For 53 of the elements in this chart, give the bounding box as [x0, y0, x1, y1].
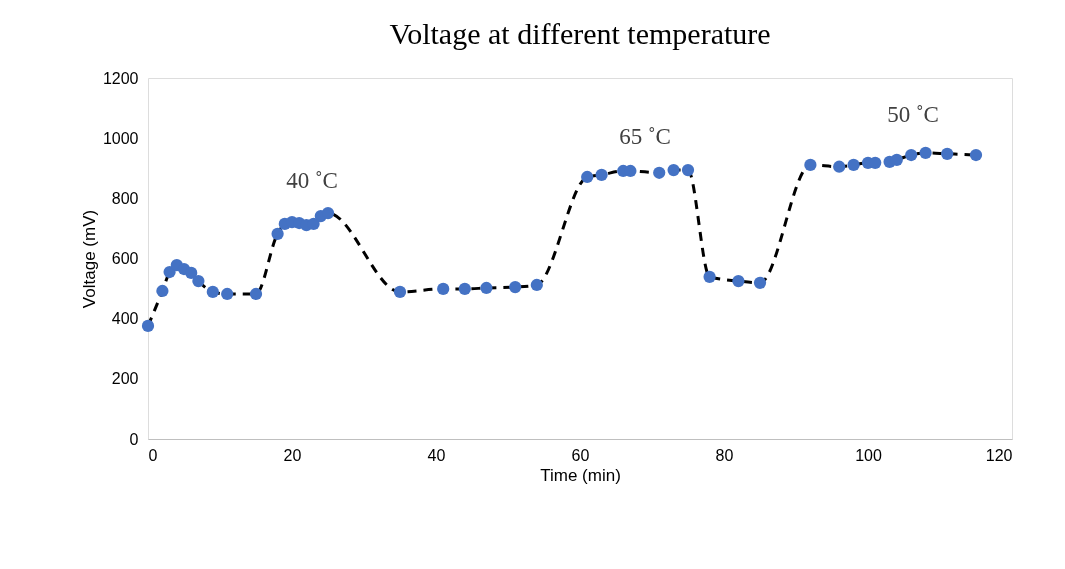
chart-title: Voltage at different temperature	[389, 17, 771, 50]
y-tick-label: 1200	[102, 69, 139, 87]
x-tick-label: 20	[283, 446, 302, 464]
point	[847, 158, 860, 172]
point	[653, 166, 666, 179]
point	[681, 163, 695, 177]
y-axis-title: Voltage (mV)	[79, 209, 99, 309]
point	[595, 168, 608, 181]
x-tick-label: 120	[985, 446, 1013, 464]
point	[458, 282, 471, 295]
y-tick-label: 400	[111, 310, 139, 328]
point	[919, 146, 932, 160]
x-tick-label: 80	[715, 446, 734, 464]
point	[509, 280, 522, 294]
annotation: 50 ˚C	[887, 102, 939, 127]
y-tick-label: 200	[111, 370, 139, 388]
point	[249, 287, 263, 301]
point	[206, 285, 219, 298]
x-tick-label: 40	[427, 446, 446, 464]
point	[753, 276, 767, 289]
point	[941, 147, 954, 160]
point	[221, 287, 234, 301]
point	[271, 227, 284, 240]
y-tick-label: 1000	[102, 129, 139, 147]
point	[437, 282, 450, 295]
x-tick-label: 0	[148, 446, 158, 464]
point	[969, 148, 983, 162]
point	[480, 281, 493, 295]
y-tick-label: 0	[129, 430, 139, 448]
x-axis-title: Time (min)	[540, 465, 621, 485]
point	[192, 274, 205, 288]
point	[185, 266, 198, 280]
y-tick-label: 800	[111, 189, 139, 207]
point	[530, 278, 543, 292]
point	[667, 163, 680, 177]
point	[890, 153, 903, 166]
annotation: 40 ˚C	[286, 168, 338, 193]
point	[732, 274, 745, 288]
point	[703, 270, 716, 283]
y-tick-label: 600	[111, 250, 139, 267]
point	[833, 160, 846, 173]
point	[141, 319, 155, 332]
annotation: 65 ˚C	[619, 124, 671, 149]
x-tick-label: 100	[855, 446, 882, 464]
point	[393, 285, 407, 298]
point	[624, 164, 637, 178]
x-tick-label: 60	[571, 446, 590, 464]
point	[307, 217, 320, 231]
point	[581, 170, 594, 184]
point	[905, 148, 918, 162]
point	[321, 206, 335, 220]
point	[804, 158, 817, 172]
point	[156, 284, 169, 298]
